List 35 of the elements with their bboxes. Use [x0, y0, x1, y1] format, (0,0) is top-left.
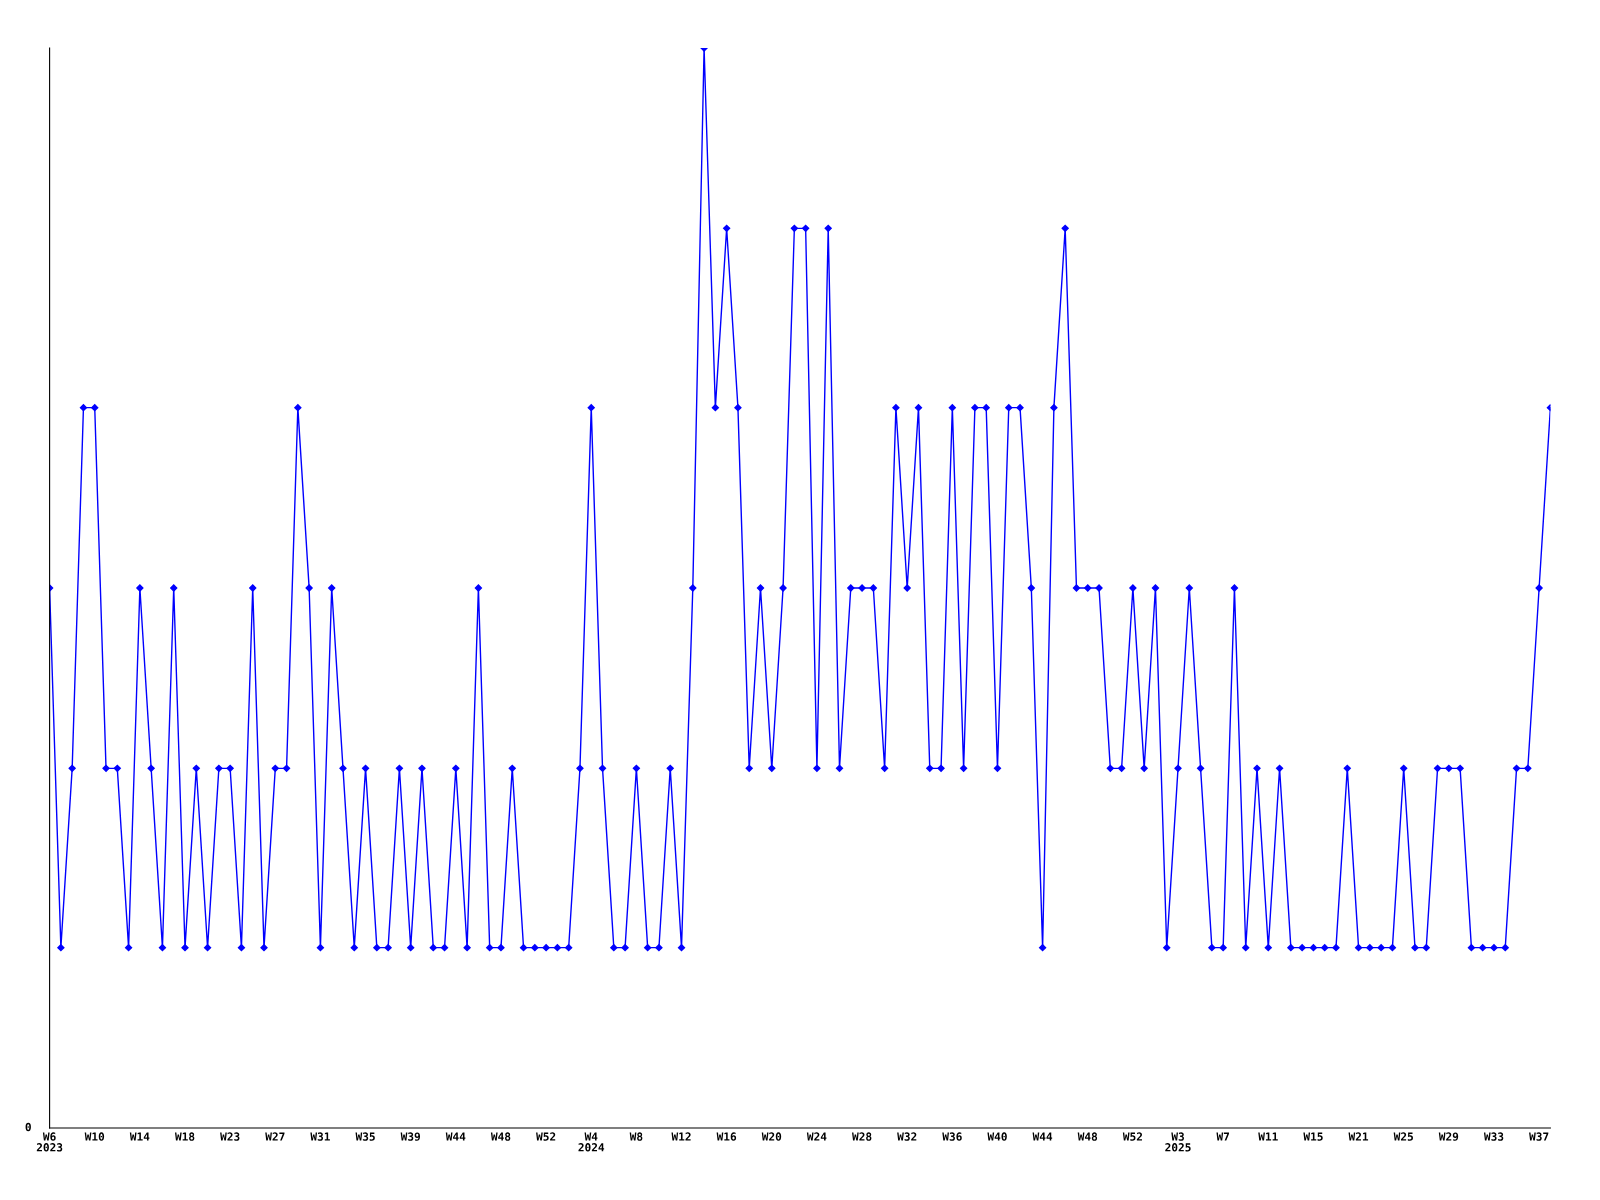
x-tick-label: W48: [1077, 1132, 1098, 1141]
x-tick-label: W10: [84, 1132, 105, 1141]
x-tick-label: W25: [1393, 1132, 1413, 1141]
x-tick-label: W8: [629, 1132, 643, 1141]
x-tick-label: W3 2025: [1165, 1132, 1191, 1152]
x-tick-label: W52: [536, 1132, 556, 1141]
x-tick-label: W52: [1122, 1132, 1142, 1141]
x-tick-label: W15: [1303, 1132, 1323, 1141]
x-tick-label: W7: [1216, 1132, 1230, 1141]
x-tick-label: W35: [355, 1132, 375, 1141]
x-tick-label: W44: [1032, 1132, 1053, 1141]
x-tick-label: W21: [1348, 1132, 1369, 1141]
x-tick-label: W6 2023: [36, 1132, 63, 1152]
x-tick-label: W33: [1483, 1132, 1504, 1141]
text: 0: [25, 1122, 31, 1132]
x-tick-label: W44: [445, 1132, 466, 1141]
x-tick-label: W4 2024: [578, 1132, 605, 1152]
x-tick-label: W27: [265, 1132, 285, 1141]
x-tick-label: W37: [1529, 1132, 1549, 1141]
x-tick-label: W48: [490, 1132, 511, 1141]
x-tick-label: W31: [310, 1132, 330, 1141]
x-tick-label: W40: [987, 1132, 1007, 1141]
x-tick-label: W39: [400, 1132, 421, 1141]
x-tick-label: W29: [1438, 1132, 1459, 1141]
x-tick-label: W24: [806, 1132, 827, 1141]
x-tick-label: W18: [174, 1132, 195, 1141]
x-tick-label: W28: [852, 1132, 872, 1141]
x-tick-label: W32: [897, 1132, 917, 1141]
x-tick-label: W14: [129, 1132, 150, 1141]
x-tick-label: W12: [671, 1132, 691, 1141]
x-tick-label: W16: [716, 1132, 737, 1141]
x-tick-label: W20: [761, 1132, 782, 1141]
x-tick-label: W36: [942, 1132, 962, 1141]
x-tick-label: W11: [1258, 1132, 1278, 1141]
x-tick-label: W23: [220, 1132, 240, 1141]
